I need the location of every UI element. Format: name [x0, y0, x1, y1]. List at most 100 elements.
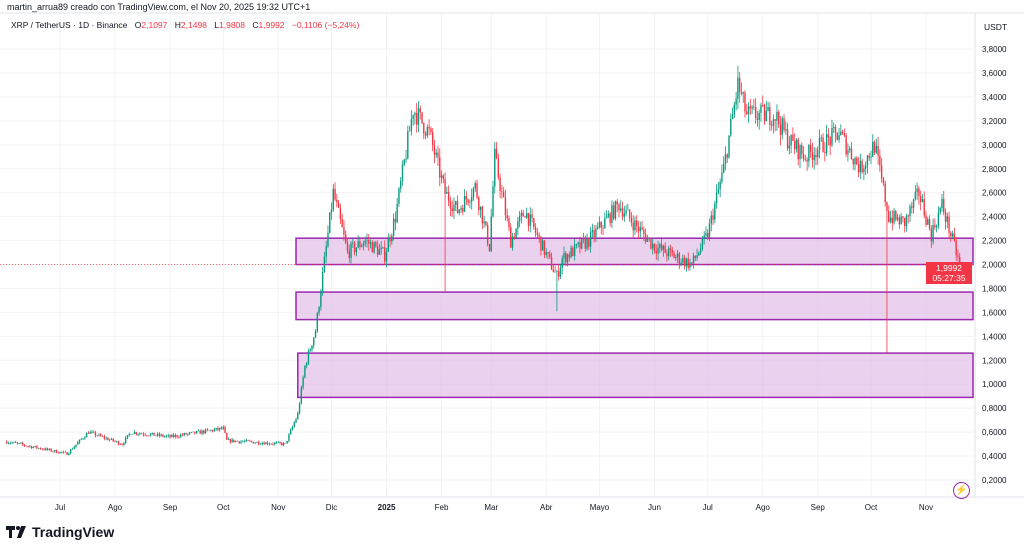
change-value: −0,1106 (−5,24%): [291, 20, 360, 30]
candle-body: [866, 155, 869, 166]
candle-body: [405, 158, 407, 160]
candle-body: [467, 199, 469, 203]
candle-body: [517, 221, 519, 229]
candle-body: [242, 441, 244, 443]
candle-body: [573, 244, 576, 257]
candle-body: [476, 183, 478, 198]
candle-body: [164, 436, 166, 437]
candle-body: [6, 441, 8, 444]
candle-body: [384, 247, 386, 262]
candle-body: [364, 240, 366, 244]
candle-body: [694, 255, 697, 258]
lightning-icon[interactable]: ⚡: [953, 482, 970, 499]
candle-body: [703, 235, 705, 238]
candle-body: [595, 228, 597, 237]
candle-body: [352, 242, 354, 244]
candle-body: [762, 104, 764, 106]
candle-body: [669, 248, 672, 251]
candle-body: [754, 107, 757, 119]
price-tick-label: 3,4000: [982, 93, 1007, 102]
candle-body: [680, 262, 682, 264]
candle-body: [103, 436, 106, 439]
candle-body: [181, 434, 184, 436]
candle-body: [811, 151, 814, 161]
candle-body: [620, 208, 622, 211]
candle-body: [423, 122, 425, 134]
candle-body: [442, 175, 445, 180]
candle-body: [760, 104, 762, 113]
candle-body: [430, 128, 432, 133]
candle-body: [341, 218, 343, 228]
candle-body: [801, 145, 803, 155]
price-tick-label: 2,8000: [982, 165, 1007, 174]
candle-body: [252, 441, 255, 444]
price-tick-label: 2,6000: [982, 189, 1007, 198]
candle-body: [749, 106, 752, 109]
candle-body: [435, 152, 437, 155]
candle-body: [518, 216, 521, 222]
candle-body: [502, 191, 505, 198]
candle-body: [400, 180, 402, 189]
candle-body: [167, 435, 169, 436]
candle-body: [32, 446, 35, 449]
candle-body: [950, 232, 952, 237]
candle-body: [305, 363, 308, 366]
candle-body: [259, 444, 262, 445]
candle-body: [710, 215, 712, 224]
candle-body: [612, 205, 615, 219]
candle-body: [625, 210, 627, 214]
candle-body: [495, 148, 498, 158]
candle-body: [437, 152, 439, 158]
candle-body: [549, 253, 551, 257]
candle-body: [382, 247, 384, 248]
candle-body: [274, 442, 276, 445]
candle-body: [664, 245, 666, 253]
candle-body: [909, 206, 911, 217]
candle-body: [701, 237, 704, 249]
candle-body: [206, 429, 208, 431]
candle-body: [156, 433, 159, 436]
price-tick-label: 2,2000: [982, 237, 1007, 246]
candle-body: [286, 440, 288, 443]
candle-body: [23, 444, 26, 446]
candle-body: [424, 133, 427, 136]
currency-label[interactable]: USDT: [984, 22, 1008, 32]
time-tick-label: Jul: [703, 503, 713, 512]
candle-body: [637, 226, 640, 232]
candle-body: [460, 208, 462, 210]
candle-body: [281, 443, 283, 446]
candle-body: [628, 209, 631, 218]
candle-body: [327, 232, 329, 247]
candle-body: [556, 271, 558, 273]
symbol-name[interactable]: XRP / TetherUS · 1D · Binance: [11, 20, 128, 30]
candle-body: [295, 418, 297, 423]
candle-body: [930, 228, 933, 242]
candle-body: [948, 216, 950, 233]
candle-body: [231, 439, 233, 443]
candle-body: [25, 445, 27, 447]
tradingview-logo[interactable]: TradingView: [6, 524, 114, 540]
candle-body: [55, 450, 58, 453]
candle-body: [923, 199, 925, 216]
candle-body: [229, 439, 232, 443]
candle-body: [882, 178, 885, 184]
candle-body: [566, 254, 569, 263]
candle-body: [414, 113, 416, 116]
candle-body: [840, 131, 842, 136]
candle-body: [888, 211, 890, 222]
candle-body: [662, 245, 665, 250]
price-tick-label: 1,0000: [982, 380, 1007, 389]
candle-body: [667, 248, 670, 257]
candle-body: [320, 292, 322, 308]
candle-body: [288, 434, 290, 441]
candle-body: [144, 434, 146, 436]
candle-body: [329, 212, 331, 233]
candle-body: [376, 246, 379, 255]
candle-body: [185, 433, 187, 435]
candle-body: [332, 188, 334, 210]
candle-body: [9, 442, 12, 444]
candle-body: [763, 105, 766, 122]
candle-body: [41, 449, 43, 450]
candle-body: [770, 124, 773, 126]
